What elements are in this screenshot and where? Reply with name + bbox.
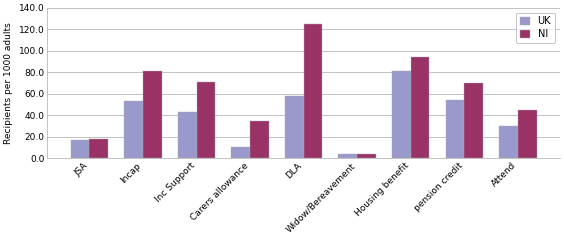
Bar	[285, 96, 303, 158]
Bar	[231, 148, 250, 158]
Bar	[338, 154, 357, 158]
Bar	[178, 112, 196, 158]
Bar	[303, 24, 323, 158]
Bar	[124, 101, 143, 158]
Bar	[250, 121, 269, 158]
Bar	[499, 126, 518, 158]
Bar	[196, 82, 215, 158]
Legend: UK, NI: UK, NI	[516, 13, 555, 43]
Bar	[446, 100, 464, 158]
Bar	[90, 139, 108, 158]
Bar	[464, 83, 483, 158]
Y-axis label: Recipients per 1000 adults: Recipients per 1000 adults	[4, 22, 13, 144]
Bar	[518, 110, 536, 158]
Bar	[143, 71, 162, 158]
Bar	[70, 140, 90, 158]
Bar	[411, 57, 429, 158]
Bar	[392, 71, 411, 158]
Bar	[357, 154, 376, 158]
